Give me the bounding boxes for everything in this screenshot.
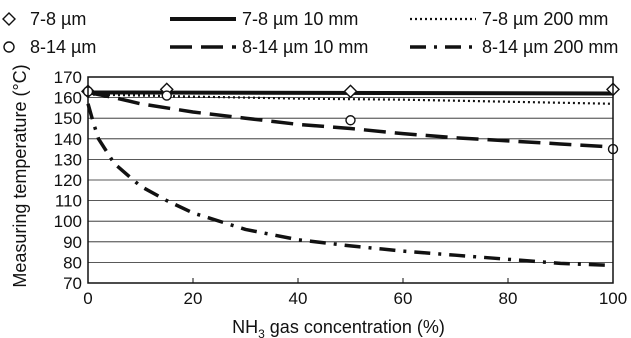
- y-tick-70: 70: [63, 274, 82, 293]
- legend-label-7-8-um: 7-8 µm: [30, 9, 86, 29]
- plot-frame: [87, 76, 614, 284]
- x-axis-title-main: NH: [232, 317, 258, 337]
- legend-label-8-14-um-10-mm: 8-14 µm 10 mm: [242, 37, 368, 57]
- x-tick-0: 0: [83, 289, 92, 308]
- point-8-14-um-15: [161, 90, 172, 101]
- y-axis-title: Measuring temperature (°C): [10, 64, 30, 287]
- x-axis-title-subscript: 3: [258, 327, 265, 338]
- legend-label-7-8-um-10-mm: 7-8 µm 10 mm: [242, 9, 358, 29]
- y-tick-150: 150: [54, 109, 82, 128]
- series-8-14-um-10-mm: [87, 89, 614, 149]
- legend-item-8-14-um-200-mm: 8-14 µm 200 mm: [410, 37, 618, 57]
- legend-label-8-14-um: 8-14 µm: [30, 37, 96, 57]
- x-axis-title: NH3 gas concentration (%): [232, 317, 445, 338]
- point-7-8-um-50: [343, 84, 358, 99]
- legend-label-8-14-um-200-mm: 8-14 µm 200 mm: [482, 37, 618, 57]
- point-8-14-um-50: [345, 115, 356, 126]
- x-axis-title-rest: gas concentration (%): [265, 317, 445, 337]
- y-tick-140: 140: [54, 130, 82, 149]
- legend-item-8-14-um: 8-14 µm: [3, 37, 96, 57]
- y-tick-100: 100: [54, 212, 82, 231]
- legend-item-7-8-um-200-mm: 7-8 µm 200 mm: [410, 9, 608, 29]
- legend: 7-8 µm 8-14 µm 7-8 µm 10 mm 8-14 µm 10 mm 7-…: [2, 9, 618, 57]
- series-layer: [81, 82, 620, 268]
- x-tick-80: 80: [499, 289, 518, 308]
- y-tick-160: 160: [54, 89, 82, 108]
- series-8-14-um: [82, 86, 619, 155]
- legend-item-8-14-um-10-mm: 8-14 µm 10 mm: [170, 37, 368, 57]
- x-tick-labels: 0 20 40 60 80 100: [83, 289, 627, 308]
- series-8-14-um-200-mm: [86, 103, 614, 268]
- x-tick-100: 100: [599, 289, 627, 308]
- y-tick-110: 110: [55, 192, 82, 211]
- y-tick-170: 170: [54, 68, 82, 87]
- series-line-8-14-um-200-mm: [86, 103, 614, 268]
- x-tick-40: 40: [289, 289, 308, 308]
- y-tick-80: 80: [63, 253, 82, 272]
- y-tick-130: 130: [54, 150, 82, 169]
- legend-item-7-8-um-10-mm: 7-8 µm 10 mm: [170, 9, 358, 29]
- legend-label-7-8-um-200-mm: 7-8 µm 200 mm: [482, 9, 608, 29]
- legend-swatch-8-14-um: [3, 41, 15, 53]
- y-tick-90: 90: [63, 233, 82, 252]
- x-tick-60: 60: [394, 289, 413, 308]
- y-tick-120: 120: [54, 171, 82, 190]
- series-line-8-14-um-10-mm: [87, 89, 614, 149]
- legend-swatch-7-8-um: [2, 12, 16, 26]
- x-tick-20: 20: [184, 289, 203, 308]
- legend-item-7-8-um: 7-8 µm: [2, 9, 86, 29]
